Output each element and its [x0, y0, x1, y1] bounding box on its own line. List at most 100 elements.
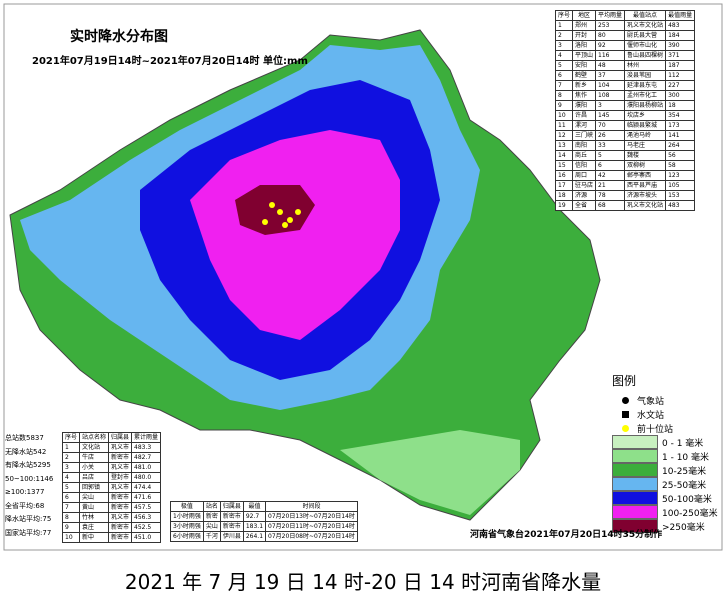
cell: 452.5: [131, 522, 162, 533]
cell: 187: [665, 60, 696, 71]
cell: 105: [665, 180, 696, 191]
legend-label: 水文站: [637, 410, 665, 421]
row: 7 新乡 104 延津县东屯 227: [554, 80, 696, 91]
cell: 3: [595, 100, 626, 111]
top-stations: [262, 202, 301, 228]
cell: 濮阳: [572, 100, 597, 111]
legend-label: >250毫米: [662, 522, 705, 533]
cell: 巩义市: [108, 512, 133, 523]
header-row: 极值 站名 归属县 最值 时间段: [170, 501, 358, 512]
legend-label: 100-250毫米: [662, 508, 718, 519]
legend-item: >250毫米: [612, 519, 720, 533]
cell: 5: [554, 60, 574, 71]
row: 13 南阳 33 马老庄 264: [554, 140, 696, 151]
stat-value: 1146: [35, 474, 54, 483]
stat-label: 全省平均:: [5, 501, 36, 510]
cell: 1小时雨强: [170, 511, 204, 522]
cell: 9: [554, 100, 574, 111]
stat-label: 有降水站: [5, 461, 33, 469]
stat-label: ≥100:: [5, 488, 27, 496]
legend-label: 气象站: [637, 396, 665, 407]
cell: 漯河: [572, 120, 597, 131]
cell: 双柳树: [624, 160, 667, 171]
cell: 145: [595, 110, 626, 121]
stat: 总站数5837: [5, 432, 61, 446]
cell: 70: [595, 120, 626, 131]
legend-dot: [622, 424, 629, 432]
header-cell: 站点名称: [79, 432, 110, 443]
legend-item: 水文站: [612, 407, 720, 421]
row: 5 安阳 48 林州 187: [554, 60, 696, 71]
light-area: [340, 430, 520, 515]
frame: [3, 3, 723, 551]
cell: 371: [665, 50, 696, 61]
cell: 袁庄: [79, 522, 110, 533]
row: 1小时雨强 新密 新密市 92.7 07月20日13时~07月20日14时: [170, 511, 358, 522]
cell: 116: [595, 50, 626, 61]
legend-dot: [622, 396, 629, 404]
caption: 2021 年 7 月 19 日 14 时-20 日 14 时河南省降水量: [124, 570, 602, 594]
cell: 56: [665, 150, 696, 161]
cell: 3: [61, 462, 81, 473]
cell: 21: [595, 180, 626, 191]
map-title: 实时降水分布图: [70, 29, 168, 45]
legend-title: 图例: [612, 374, 637, 388]
top-table: 序号 站点名称 归属县 累计雨量 1 文化站 巩义市 483.3 2 牛店 新密市 482.7 3 小关巩…: [61, 432, 162, 543]
row: 2 牛店 新密市 482.7: [61, 452, 162, 463]
cell: 1: [554, 20, 574, 31]
stat-label: 国家站平均:: [5, 528, 43, 537]
legend-item: 前十位站: [612, 421, 720, 435]
cell: 15: [554, 160, 574, 171]
cell: 483.3: [131, 442, 162, 453]
cell: 5: [595, 150, 626, 161]
cell: 123: [665, 170, 696, 181]
row: 9 袁庄 新密市 452.5: [61, 522, 162, 533]
cell: 魏楼: [624, 150, 667, 161]
cell: 48: [595, 60, 626, 71]
cell: 104: [595, 80, 626, 91]
cell: 457.5: [131, 502, 162, 513]
stats: 总站数5837 无降水站542 有降水站5295 50~100:1146 ≥100:13…: [5, 432, 61, 540]
row: 3 洛阳 92 偃师市山化 390: [554, 40, 696, 51]
legend-item: 50-100毫米: [612, 491, 720, 505]
stat-label: 降水站平均:: [5, 515, 43, 523]
cell: 18: [554, 190, 574, 201]
legend-label: 25-50毫米: [662, 480, 707, 491]
cell: 7: [61, 502, 81, 513]
cell: 183.1: [242, 521, 267, 532]
cell: 济源: [572, 190, 597, 201]
cell: 264.1: [242, 531, 267, 542]
cell: 黄山: [79, 502, 110, 513]
cell: 新中: [79, 532, 110, 543]
cell: 回郭镇: [79, 482, 110, 493]
stat: 国家站平均:77: [5, 527, 61, 541]
cell: 渑池马岭: [624, 130, 667, 141]
cell: 尖山: [79, 492, 110, 503]
cell: 264: [665, 140, 696, 151]
cell: 信阳: [572, 160, 597, 171]
cell: 5: [61, 482, 81, 493]
row: 3小时雨强 尖山 新密市 183.1 07月20日11时~07月20日14时: [170, 521, 358, 532]
cell: 6小时雨强: [170, 531, 204, 542]
cell: 9: [61, 522, 81, 533]
legend-swatch: [612, 449, 658, 463]
cell: 竹林: [79, 512, 110, 523]
row: 5 回郭镇 巩义市 474.4: [61, 482, 162, 493]
legend-item: 25-50毫米: [612, 477, 720, 491]
cell: 洛阳: [572, 40, 597, 51]
legend-swatch: [612, 463, 658, 477]
row: 10 许昌 145 坎店乡 354: [554, 110, 696, 121]
cell: 巩义市: [108, 462, 133, 473]
header-cell: 时间段: [265, 501, 358, 512]
legend-label: 0 - 1 毫米: [662, 438, 704, 449]
cell: 68: [595, 200, 626, 211]
header-cell: 地区: [572, 10, 597, 21]
cell: 8: [61, 512, 81, 523]
cell: 新密: [202, 511, 221, 522]
stat-label: 总站数: [5, 434, 26, 442]
row: 15 信阳 6 双柳树 58: [554, 160, 696, 171]
legend-item: 1 - 10 毫米: [612, 449, 720, 463]
cell: 巩义市: [108, 442, 133, 453]
cell: 184: [665, 30, 696, 41]
row: 1 郑州 253 巩义市文化站 483: [554, 20, 696, 31]
